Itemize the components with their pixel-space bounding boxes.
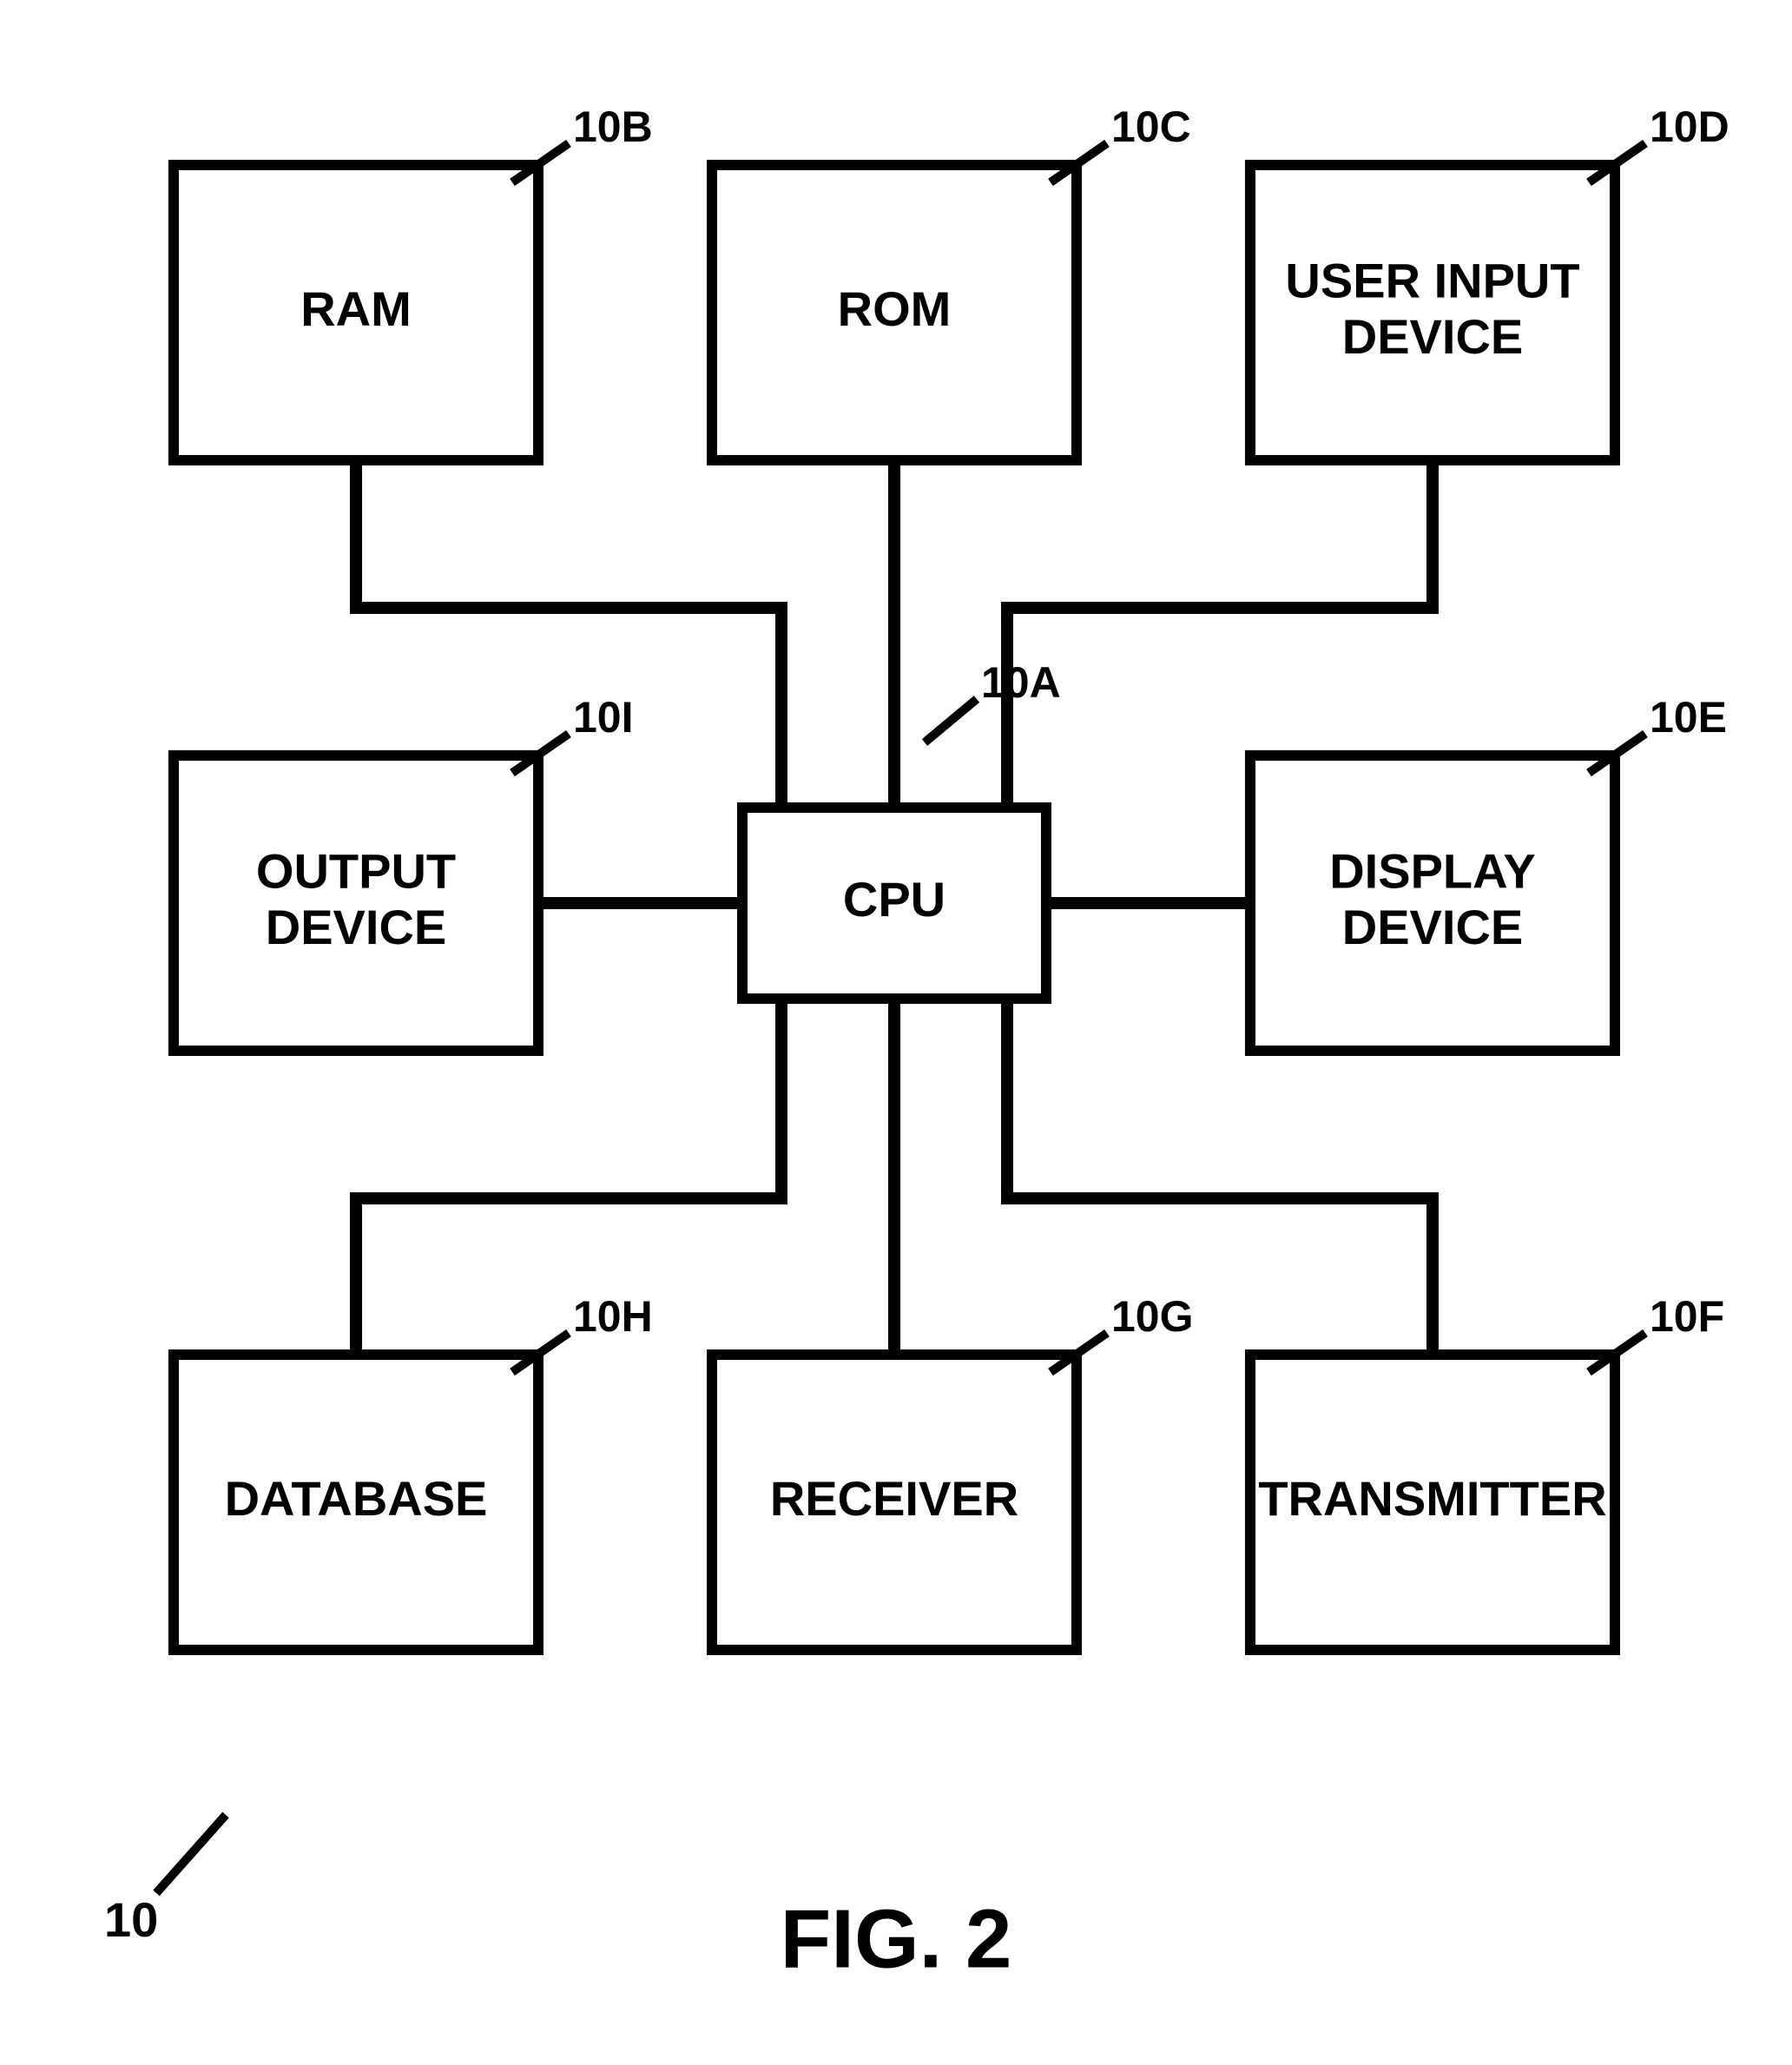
block-diagram: RAM10BROM10CUSER INPUTDEVICE10DOUTPUTDEV… [0, 0, 1792, 2065]
frame-ref-label: 10 [104, 1892, 158, 1947]
node-output-label: DEVICE [266, 900, 447, 954]
node-rom-ref: 10C [1111, 102, 1191, 151]
node-receiver: RECEIVER 10G [712, 1292, 1194, 1650]
node-transmit: TRANSMITTER 10F [1250, 1292, 1724, 1650]
node-rom: ROM 10C [712, 102, 1191, 460]
node-receiver-ref: 10G [1111, 1292, 1194, 1341]
node-uinput-ref: 10D [1650, 102, 1729, 151]
node-display-label: DISPLAY [1329, 844, 1536, 899]
node-receiver-label: RECEIVER [770, 1471, 1018, 1526]
nodes: RAM10BROM10CUSER INPUTDEVICE10DOUTPUTDEV… [174, 102, 1729, 1650]
node-uinput: USER INPUTDEVICE 10D [1250, 102, 1729, 460]
node-uinput-label: USER INPUT [1285, 254, 1579, 308]
figure-label: FIG. 2 [781, 1892, 1012, 1985]
node-ram: RAM 10B [174, 102, 653, 460]
node-display: DISPLAYDEVICE 10E [1250, 693, 1727, 1051]
node-output-label: OUTPUT [256, 844, 456, 899]
node-display-ref: 10E [1650, 693, 1727, 742]
node-cpu-leader [925, 699, 977, 742]
node-transmit-label: TRANSMITTER [1258, 1471, 1606, 1526]
node-database-ref: 10H [573, 1292, 653, 1341]
node-cpu-ref: 10A [981, 658, 1061, 707]
node-database-label: DATABASE [225, 1471, 488, 1526]
node-transmit-ref: 10F [1650, 1292, 1724, 1341]
node-cpu-label: CPU [843, 872, 945, 927]
node-display-label: DEVICE [1342, 900, 1524, 954]
node-ram-label: RAM [300, 281, 412, 336]
node-ram-ref: 10B [573, 102, 653, 151]
node-output: OUTPUTDEVICE 10I [174, 693, 634, 1051]
node-output-ref: 10I [573, 693, 634, 742]
node-rom-label: ROM [838, 281, 952, 336]
frame-ref-leader [156, 1815, 226, 1893]
node-uinput-label: DEVICE [1342, 309, 1524, 364]
node-database: DATABASE 10H [174, 1292, 653, 1650]
